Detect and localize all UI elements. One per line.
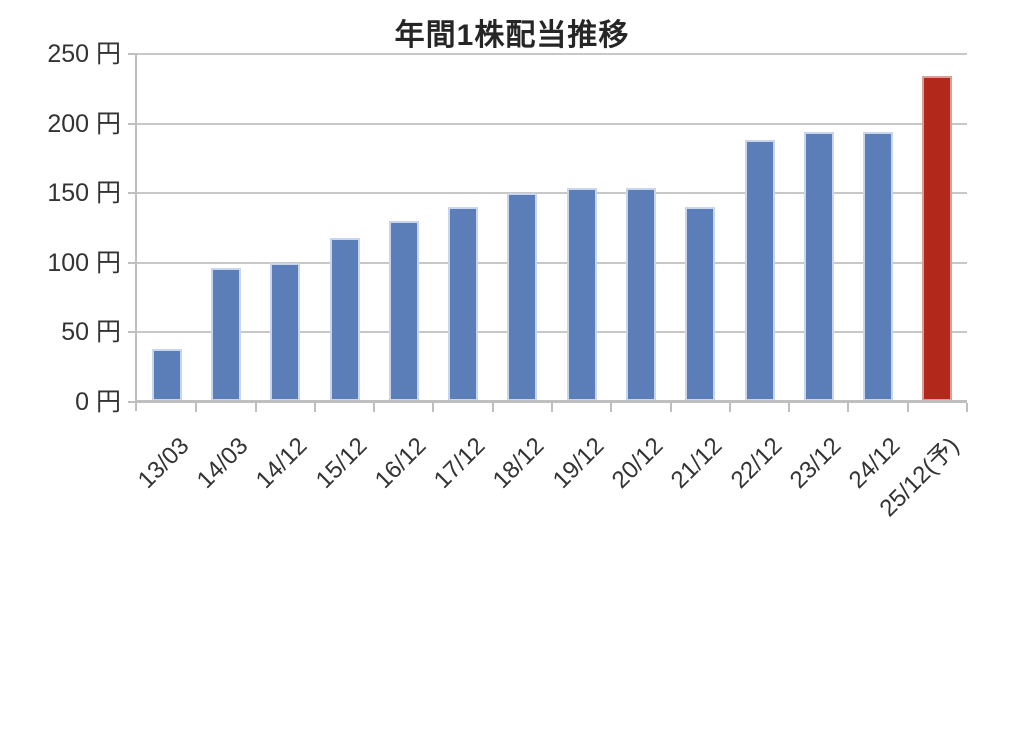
gridline xyxy=(137,261,967,264)
x-axis-line xyxy=(135,400,967,403)
bar xyxy=(625,187,656,401)
y-axis-tick xyxy=(128,122,137,125)
y-tick-label: 100 円 xyxy=(47,248,121,277)
y-axis-tick xyxy=(128,192,137,195)
bar xyxy=(210,268,241,401)
y-axis-tick xyxy=(128,53,137,55)
bar xyxy=(448,207,479,401)
bar xyxy=(329,237,360,401)
y-tick-label: 50 円 xyxy=(61,318,121,347)
y-tick-label: 250 円 xyxy=(47,40,121,68)
y-tick-label: 150 円 xyxy=(47,179,121,208)
bar xyxy=(566,187,597,401)
x-axis-tick xyxy=(788,403,791,412)
y-axis-tick xyxy=(128,261,137,264)
x-axis-tick xyxy=(254,403,257,412)
x-axis-tick xyxy=(610,403,613,412)
gridline xyxy=(137,53,967,55)
y-tick-label: 200 円 xyxy=(47,109,121,138)
bar xyxy=(922,76,953,401)
x-axis-tick xyxy=(313,403,316,412)
x-axis-tick xyxy=(432,403,435,412)
x-axis-tick xyxy=(551,403,553,412)
bar xyxy=(507,193,538,401)
bar xyxy=(744,140,775,401)
x-axis-tick xyxy=(491,403,494,412)
x-axis-tick xyxy=(847,403,850,412)
x-axis-tick xyxy=(728,403,731,412)
x-axis-tick xyxy=(669,403,672,412)
bar xyxy=(388,221,419,401)
x-axis-tick xyxy=(906,403,909,412)
bar xyxy=(151,349,182,401)
y-tick-label: 0 円 xyxy=(75,388,121,416)
bar xyxy=(803,131,834,401)
gridline xyxy=(137,192,967,195)
x-axis-tick xyxy=(373,403,376,412)
y-axis-tick xyxy=(128,401,137,403)
dividend-bar-chart: 年間1株配当推移 0 円 50 円 100 円 150 円 200 円 250 円 13/0… xyxy=(47,19,968,523)
bar xyxy=(685,207,716,401)
bar xyxy=(863,131,894,401)
gridline xyxy=(137,331,967,334)
y-axis-line xyxy=(135,54,137,411)
bar xyxy=(270,262,301,401)
gridline xyxy=(137,122,967,125)
chart-title: 年間1株配当推移 xyxy=(394,19,630,52)
y-axis-tick xyxy=(128,331,137,334)
x-axis-tick xyxy=(195,403,198,412)
x-axis-tick xyxy=(966,403,968,412)
